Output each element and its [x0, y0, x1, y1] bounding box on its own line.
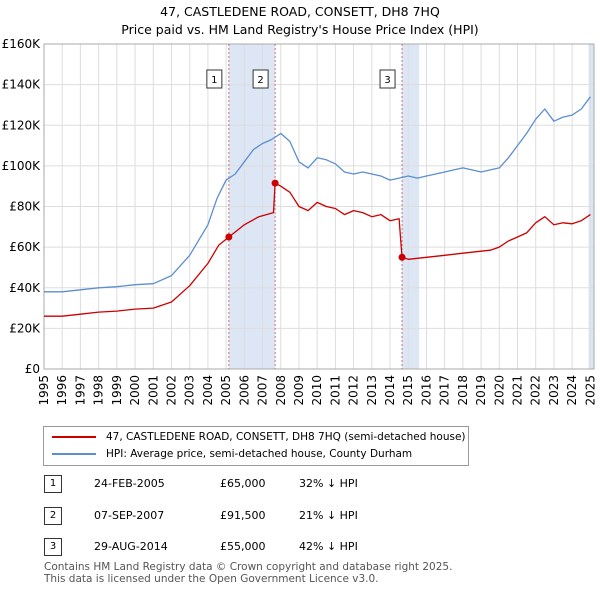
x-tick-label: 1997: [73, 375, 87, 406]
x-tick-label: 2023: [547, 375, 561, 406]
y-tick-label: £40K: [9, 281, 41, 295]
x-tick-label: 1995: [37, 375, 51, 406]
y-tick-label: £100K: [2, 159, 42, 173]
blue-line-swatch: [52, 453, 96, 455]
transaction-hpi: 32% ↓ HPI: [299, 477, 358, 490]
y-tick-label: £160K: [2, 37, 42, 51]
x-tick-label: 2003: [183, 375, 197, 406]
y-tick-label: £0: [25, 362, 40, 376]
footer-copyright: Contains HM Land Registry data © Crown c…: [44, 561, 453, 573]
y-tick-label: £80K: [9, 200, 41, 214]
transaction-hpi: 21% ↓ HPI: [299, 509, 358, 522]
transaction-date: 29-AUG-2014: [94, 540, 168, 553]
chart-title: 47, CASTLEDENE ROAD, CONSETT, DH8 7HQ: [160, 4, 440, 19]
x-tick-label: 2018: [456, 375, 470, 406]
transaction-number: 2: [44, 507, 62, 525]
transaction-point: [225, 233, 233, 241]
legend-item-hpi: HPI: Average price, semi-detached house,…: [52, 446, 412, 462]
y-tick-label: £140K: [2, 78, 42, 92]
x-tick-label: 2019: [474, 375, 488, 406]
x-tick-label: 2013: [365, 375, 379, 406]
plot-frame: [43, 43, 595, 370]
x-tick-label: 2005: [219, 375, 233, 406]
x-tick-label: 2021: [511, 375, 525, 406]
y-tick-label: £120K: [2, 118, 42, 132]
series-line: [44, 96, 591, 293]
x-tick-label: 2011: [328, 375, 342, 406]
price-chart: £0 £20K £40K £60K £80K £100K £120K £140K £160K 19…: [2, 37, 598, 406]
x-tick-label: 2002: [164, 375, 178, 406]
x-tick-label: 1999: [110, 375, 124, 406]
transaction-date: 07-SEP-2007: [94, 509, 165, 522]
transaction-marker-label: 2: [257, 75, 263, 86]
x-tick-label: 2009: [292, 375, 306, 406]
transaction-price: £65,000: [220, 477, 266, 490]
x-tick-label: 1996: [55, 375, 69, 406]
x-tick-label: 2001: [146, 375, 160, 406]
legend-property-label: 47, CASTLEDENE ROAD, CONSETT, DH8 7HQ (s…: [106, 431, 466, 443]
transaction-hpi: 42% ↓ HPI: [299, 540, 358, 553]
x-tick-label: 2025: [583, 375, 597, 406]
transaction-marker-box: [379, 69, 396, 89]
footer-licence: This data is licensed under the Open Gov…: [44, 573, 379, 585]
x-tick-label: 1998: [92, 375, 106, 406]
transaction-price: £91,500: [220, 509, 266, 522]
transaction-price: £55,000: [220, 540, 266, 553]
x-tick-label: 2000: [128, 375, 142, 406]
x-tick-label: 2007: [256, 375, 270, 406]
x-tick-label: 2008: [274, 375, 288, 406]
footer: Contains HM Land Registry data © Crown c…: [44, 561, 452, 585]
transaction-date: 24-FEB-2005: [94, 477, 165, 490]
transaction-marker-box: [252, 69, 269, 89]
x-tick-label: 2012: [347, 375, 361, 406]
transaction-point: [271, 179, 279, 187]
transaction-marker-label: 3: [384, 75, 390, 86]
x-tick-label: 2017: [438, 375, 452, 406]
legend-hpi-label: HPI: Average price, semi-detached house,…: [106, 448, 413, 460]
chart-subtitle: Price paid vs. HM Land Registry's House …: [121, 22, 479, 37]
x-tick-label: 2004: [201, 375, 215, 406]
x-tick-label: 2022: [529, 375, 543, 406]
x-tick-label: 2015: [401, 375, 415, 406]
x-tick-label: 2024: [565, 375, 579, 406]
red-line-swatch: [52, 436, 96, 438]
transaction-marker-label: 1: [211, 75, 217, 86]
x-tick-label: 2010: [310, 375, 324, 406]
y-tick-label: £20K: [9, 321, 41, 335]
x-tick-label: 2014: [383, 375, 397, 406]
legend: 47, CASTLEDENE ROAD, CONSETT, DH8 7HQ (s…: [43, 426, 469, 466]
series-line: [44, 182, 591, 317]
transaction-number: 3: [44, 538, 62, 556]
transaction-marker-box: [206, 69, 223, 89]
y-tick-label: £60K: [9, 240, 41, 254]
legend-item-property: 47, CASTLEDENE ROAD, CONSETT, DH8 7HQ (s…: [52, 429, 466, 445]
x-tick-label: 2006: [237, 375, 251, 406]
x-tick-label: 2020: [492, 375, 506, 406]
transaction-point: [398, 253, 406, 261]
x-tick-label: 2016: [419, 375, 433, 406]
transaction-number: 1: [44, 475, 62, 493]
